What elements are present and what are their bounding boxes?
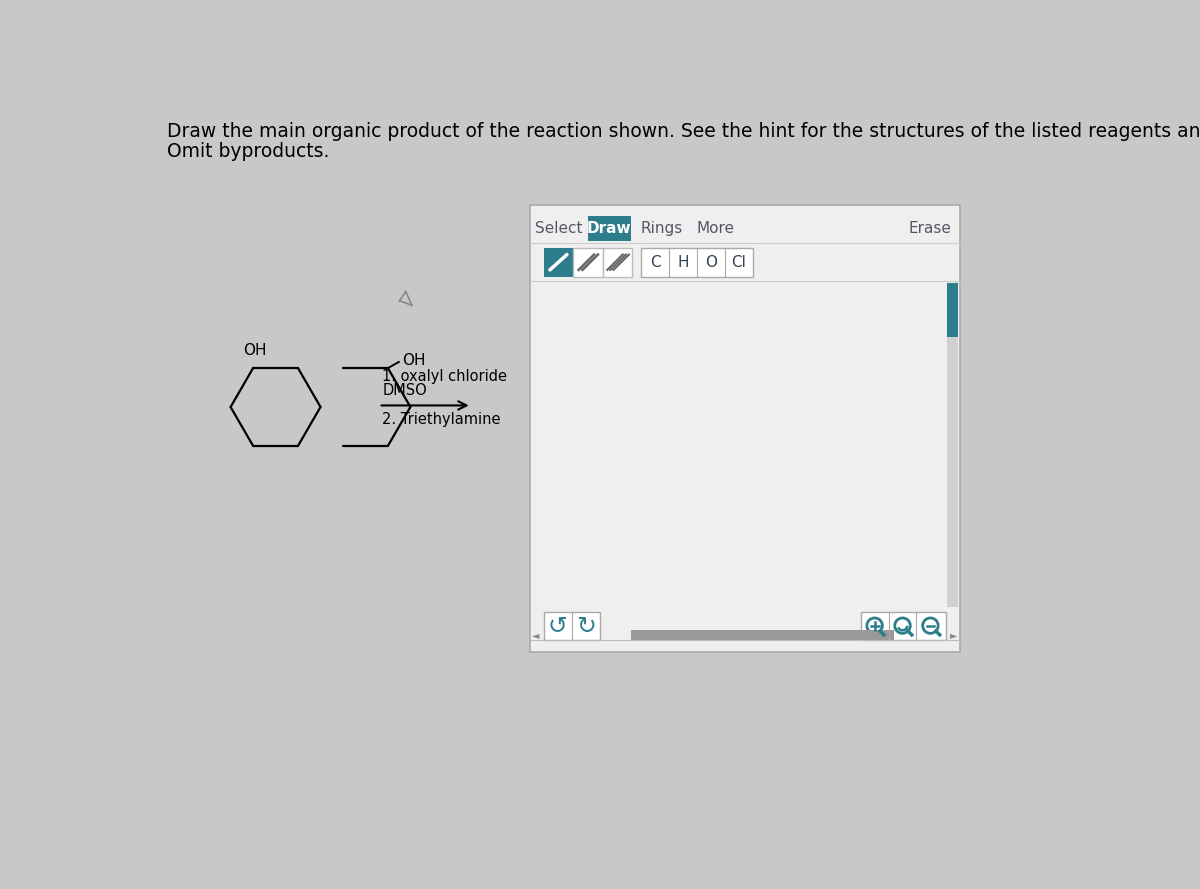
- Text: C: C: [650, 255, 661, 269]
- Text: Omit byproducts.: Omit byproducts.: [167, 142, 330, 161]
- Text: ↻: ↻: [576, 613, 595, 637]
- Text: Cl: Cl: [732, 255, 746, 269]
- Bar: [630, 630, 894, 640]
- Text: H: H: [678, 255, 689, 269]
- Bar: [948, 283, 959, 337]
- Bar: [544, 248, 574, 276]
- Text: Select: Select: [535, 220, 583, 236]
- Text: Draw the main organic product of the reaction shown. See the hint for the struct: Draw the main organic product of the rea…: [167, 122, 1200, 141]
- Text: ►: ►: [950, 630, 958, 640]
- Text: ↺: ↺: [547, 613, 568, 637]
- Bar: [544, 612, 600, 639]
- Bar: [948, 283, 959, 607]
- Bar: [574, 248, 602, 276]
- Text: OH: OH: [402, 353, 425, 368]
- Bar: [602, 248, 632, 276]
- Text: OH: OH: [242, 343, 266, 358]
- Bar: [860, 612, 946, 639]
- Text: Erase: Erase: [908, 220, 952, 236]
- Bar: [588, 216, 630, 241]
- Text: Draw: Draw: [587, 220, 631, 236]
- Bar: [529, 205, 960, 652]
- Text: More: More: [697, 220, 734, 236]
- Text: 1. oxalyl chloride: 1. oxalyl chloride: [383, 369, 508, 384]
- Text: Rings: Rings: [641, 220, 683, 236]
- Bar: [641, 248, 752, 276]
- Text: ◄: ◄: [533, 630, 540, 640]
- Text: O: O: [706, 255, 718, 269]
- Text: DMSO: DMSO: [383, 383, 427, 397]
- Text: 2. Triethylamine: 2. Triethylamine: [383, 412, 502, 427]
